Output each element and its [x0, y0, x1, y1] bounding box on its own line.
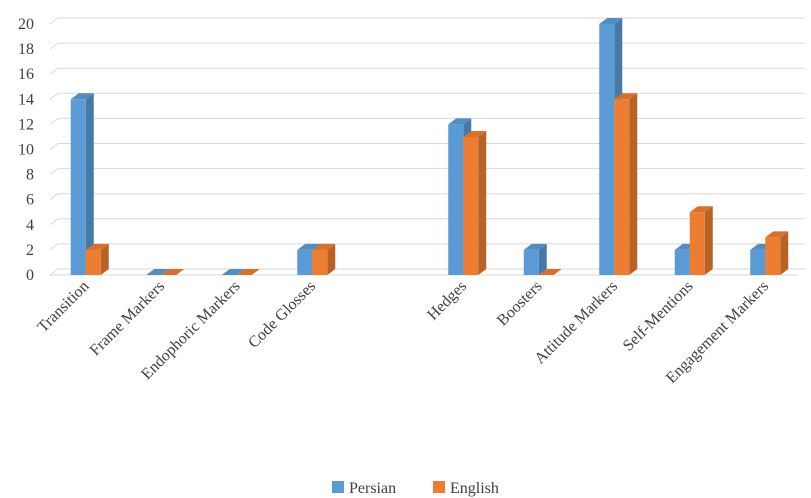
- bar-side-face: [704, 206, 713, 275]
- bar-english: [312, 243, 336, 275]
- y-axis-ticks: 0 2 4 6 8 10 12 14 16 18 20: [18, 16, 34, 284]
- gridline-depth: [49, 243, 59, 251]
- bar-side-face: [629, 93, 638, 275]
- y-tick-label: 4: [26, 217, 34, 234]
- gridline-depth: [49, 268, 59, 276]
- bar-front-face: [765, 237, 781, 275]
- y-tick-label: 6: [26, 192, 34, 209]
- gridlines: [49, 17, 805, 276]
- bar-persian: [523, 243, 547, 275]
- bar-top-face: [523, 243, 547, 250]
- bar-persian: [221, 269, 245, 276]
- y-tick-label: 16: [18, 66, 34, 83]
- y-tick-label: 12: [18, 116, 34, 133]
- y-tick-label: 10: [18, 142, 34, 159]
- y-tick-label: 18: [18, 41, 34, 58]
- bar-persian: [70, 93, 94, 275]
- y-tick-label: 2: [26, 242, 34, 259]
- legend-swatch-english: [433, 481, 445, 493]
- bar-side-face: [780, 231, 789, 275]
- bar-english: [236, 269, 260, 276]
- x-tick-label: Self-Mentions: [620, 278, 697, 355]
- gridline-depth: [49, 67, 59, 75]
- bar-front-face: [463, 136, 479, 275]
- bar-english: [765, 231, 789, 275]
- y-tick-label: 20: [18, 16, 34, 33]
- bar-front-face: [448, 124, 464, 276]
- x-tick-label: Hedges: [424, 278, 470, 324]
- x-tick-label: Code Glosses: [245, 278, 319, 352]
- bar-front-face: [297, 249, 313, 275]
- bar-front-face: [70, 99, 86, 275]
- bar-top-face: [221, 269, 245, 275]
- bar-top-face: [146, 269, 170, 275]
- bar-top-face: [765, 231, 789, 238]
- gridline-depth: [49, 17, 59, 25]
- gridline-depth: [49, 218, 59, 226]
- gridline-depth: [49, 168, 59, 176]
- bar-top-face: [312, 243, 336, 250]
- bar-top-face: [463, 130, 487, 137]
- legend-label-english: English: [450, 480, 499, 497]
- legend-swatch-persian: [332, 481, 344, 493]
- gridline-depth: [49, 143, 59, 150]
- bar-front-face: [689, 212, 705, 275]
- y-tick-label: 14: [18, 91, 34, 108]
- y-tick-label: 0: [26, 267, 34, 284]
- bar-top-face: [70, 93, 94, 100]
- legend-label-persian: Persian: [349, 480, 396, 497]
- bar-front-face: [523, 249, 539, 275]
- bar-side-face: [538, 243, 547, 275]
- x-tick-label: Boosters: [494, 278, 546, 330]
- bar-english: [614, 93, 638, 275]
- bar-front-face: [614, 99, 630, 275]
- bar-side-face: [327, 243, 336, 275]
- bar-english: [161, 269, 185, 276]
- x-tick-label: Transition: [34, 278, 92, 336]
- x-tick-label: Attitude Markers: [531, 278, 621, 368]
- bar-english: [689, 206, 713, 275]
- bar-top-face: [85, 243, 109, 250]
- bar-front-face: [674, 249, 690, 275]
- bar-top-face: [614, 93, 638, 100]
- bar-english: [463, 130, 487, 275]
- x-tick-label: Frame Markers: [87, 278, 168, 359]
- bar-top-face: [236, 269, 260, 275]
- bar-front-face: [312, 249, 328, 275]
- bar-english: [85, 243, 109, 275]
- legend: Persian English: [332, 480, 499, 497]
- gridline-depth: [49, 193, 59, 201]
- bar-front-face: [599, 24, 615, 275]
- bars: [70, 18, 789, 276]
- bar-top-face: [689, 206, 713, 213]
- gridline-depth: [49, 92, 59, 100]
- bar-side-face: [100, 243, 109, 275]
- bar-top-face: [448, 118, 472, 125]
- bar-top-face: [538, 269, 562, 275]
- bar-front-face: [750, 249, 766, 275]
- bar-top-face: [161, 269, 185, 275]
- y-tick-label: 8: [26, 167, 34, 184]
- bar-front-face: [85, 249, 101, 275]
- bar-side-face: [478, 130, 487, 275]
- bar-top-face: [297, 243, 321, 250]
- bar-english: [538, 269, 562, 276]
- gridline-depth: [49, 42, 59, 50]
- gridline-depth: [49, 118, 59, 125]
- bar-persian: [146, 269, 170, 276]
- bar-top-face: [599, 18, 623, 24]
- bar-side-face: [85, 93, 94, 275]
